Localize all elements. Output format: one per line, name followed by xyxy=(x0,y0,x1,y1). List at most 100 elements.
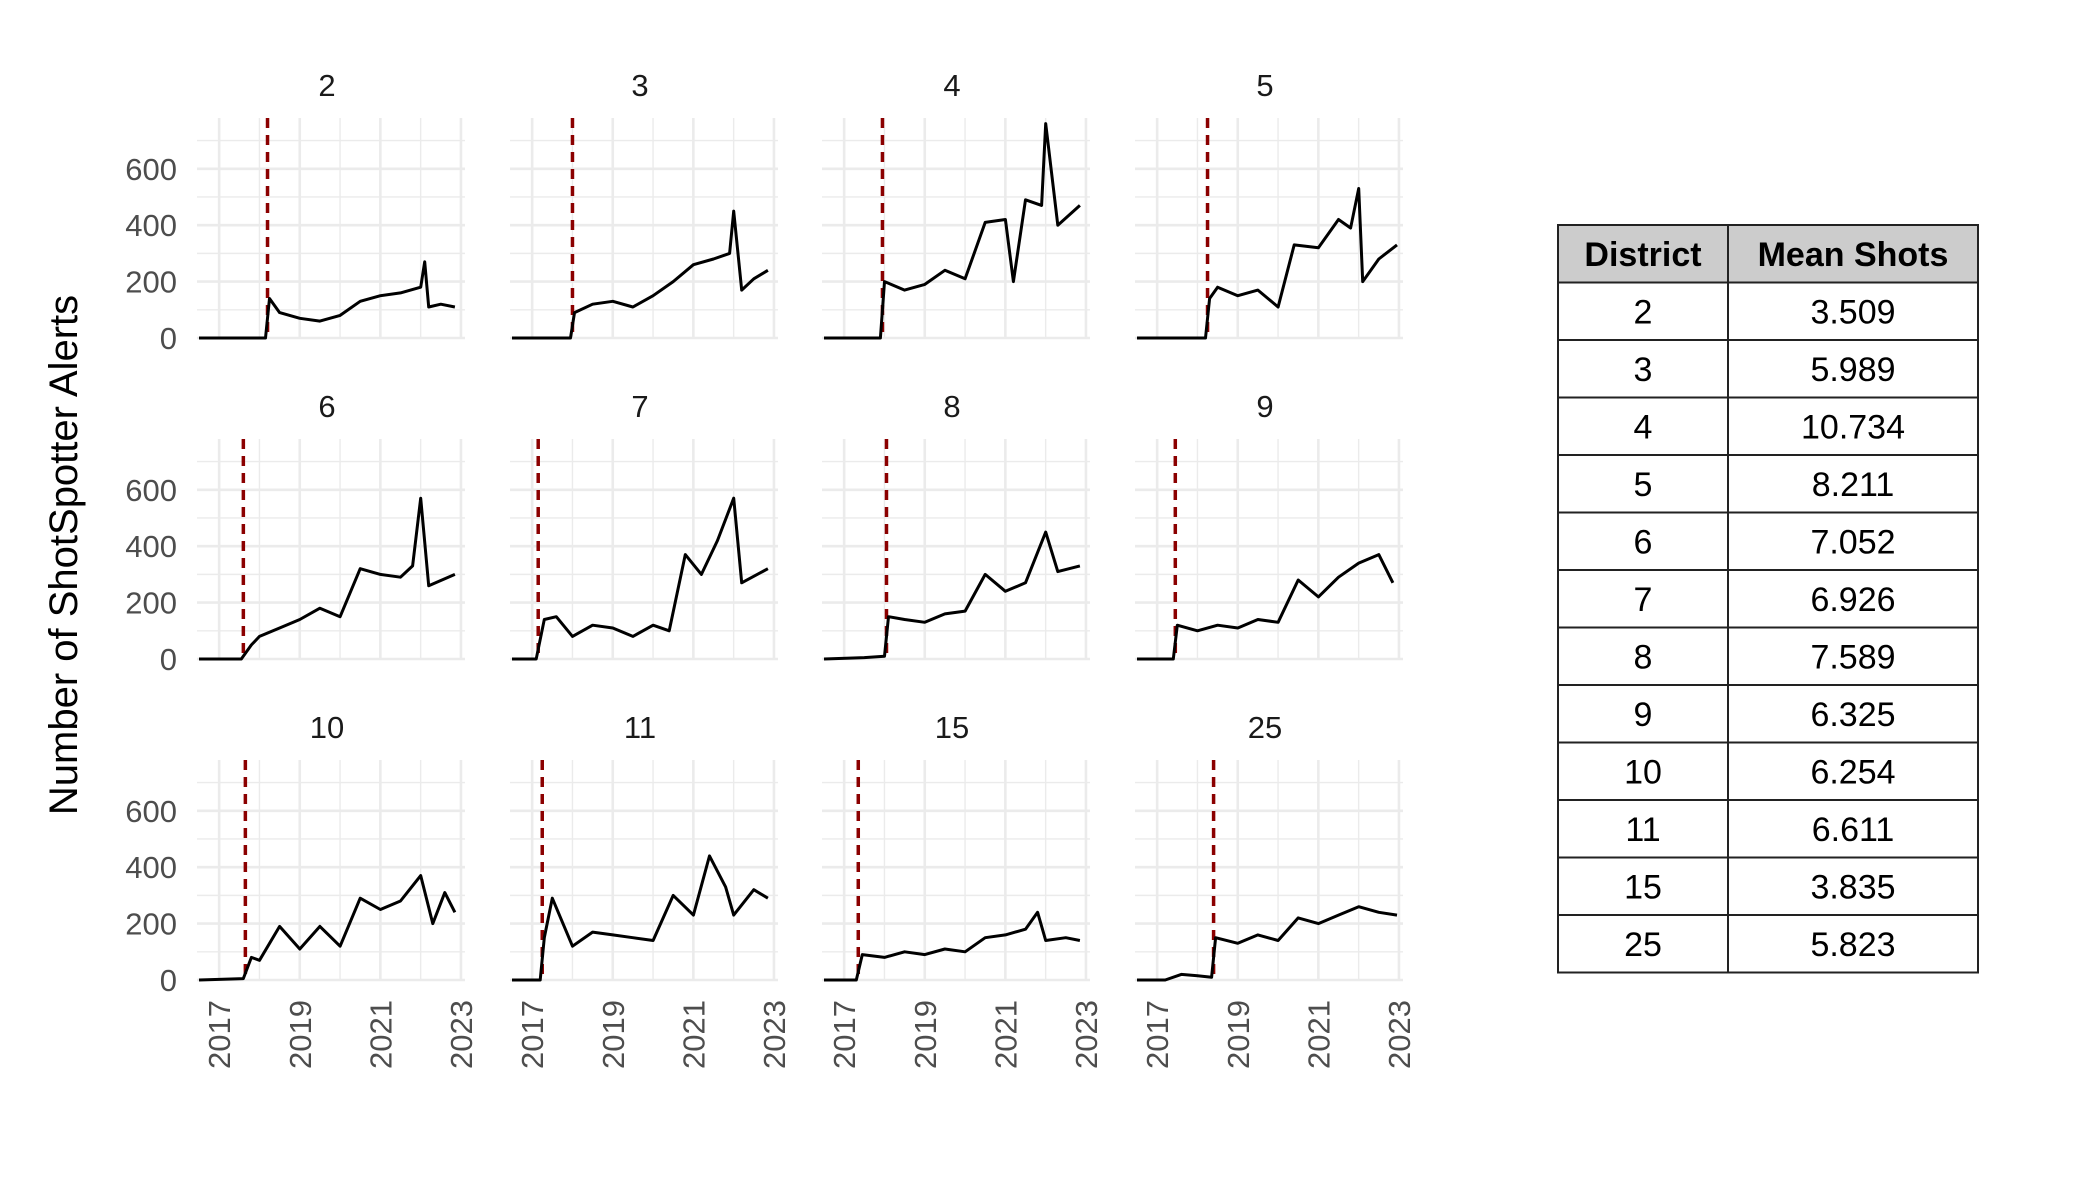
table-row: 8 7.589 xyxy=(1557,626,1979,686)
y-axis-label: Number of ShotSpotter Alerts xyxy=(42,295,86,815)
y-tick-label: 0 xyxy=(160,642,177,677)
district-value: 2 xyxy=(1634,293,1653,331)
y-tick-label: 200 xyxy=(125,586,177,621)
alerts-series-line xyxy=(512,854,769,982)
district-value: 25 xyxy=(1624,926,1662,964)
x-tick-label: 2023 xyxy=(444,1000,479,1069)
x-tick-label: 2021 xyxy=(988,1000,1023,1069)
district-value: 8 xyxy=(1634,638,1653,676)
alerts-series-line xyxy=(512,209,769,340)
y-tick-label: 400 xyxy=(125,529,177,564)
table-cell xyxy=(1727,626,1979,686)
x-tick-label: 2017 xyxy=(1140,1000,1175,1069)
table-cell xyxy=(1727,684,1979,744)
table-cell xyxy=(1557,799,1729,859)
table-cell xyxy=(1727,856,1979,916)
panel-title: 7 xyxy=(631,389,648,424)
mean-shots-value: 7.052 xyxy=(1810,523,1895,561)
facet-panel-district-7: 7 xyxy=(510,389,778,661)
panel-title: 15 xyxy=(935,710,969,745)
x-tick-label: 2023 xyxy=(1382,1000,1417,1069)
table-cell xyxy=(1727,396,1979,456)
x-tick-label: 2021 xyxy=(363,1000,398,1069)
panel-title: 3 xyxy=(631,68,648,103)
facet-panel-district-11: 11 2017 2019 2021 2023 xyxy=(510,710,792,1069)
table-cell xyxy=(1557,914,1729,974)
alerts-series-line xyxy=(1137,553,1395,661)
district-value: 10 xyxy=(1624,753,1662,791)
x-tick-label: 2019 xyxy=(908,1000,943,1069)
facet-panel-district-25: 25 2017 2019 2021 2023 xyxy=(1135,710,1417,1069)
mean-shots-value: 8.211 xyxy=(1812,466,1895,504)
panel-title: 8 xyxy=(943,389,960,424)
table-cell xyxy=(1727,914,1979,974)
facet-panel-district-2: 2 0 200 400 600 xyxy=(125,68,465,356)
table-cell xyxy=(1727,511,1979,571)
mean-shots-value: 3.835 xyxy=(1810,868,1895,906)
x-tick-label: 2017 xyxy=(827,1000,862,1069)
alerts-series-line xyxy=(824,910,1081,982)
facet-panel-district-9: 9 xyxy=(1135,389,1403,661)
district-value: 7 xyxy=(1634,581,1653,619)
y-tick-label: 600 xyxy=(125,152,177,187)
table-cell xyxy=(1727,799,1979,859)
alerts-series-line xyxy=(1137,905,1398,982)
panel-title: 25 xyxy=(1248,710,1282,745)
table-cell xyxy=(1727,281,1979,341)
table-cell xyxy=(1557,339,1729,399)
district-value: 9 xyxy=(1634,696,1653,734)
y-tick-label: 0 xyxy=(160,321,177,356)
mean-shots-value: 3.509 xyxy=(1810,293,1895,331)
panels-layer: 2 0 200 400 600 3 4 5 6 0 200 400 600 7 8 9 10 0 200 400 600… xyxy=(125,68,1417,1069)
alerts-series-line xyxy=(198,874,457,982)
mean-shots-value: 10.734 xyxy=(1801,408,1905,446)
panel-title: 6 xyxy=(318,389,335,424)
x-tick-label: 2023 xyxy=(1069,1000,1104,1069)
table-row: 15 3.835 xyxy=(1557,856,1979,916)
table-header-row: District Mean Shots xyxy=(1557,224,1979,284)
table-cell xyxy=(1557,741,1729,801)
x-tick-label: 2017 xyxy=(202,1000,237,1069)
y-tick-label: 200 xyxy=(125,265,177,300)
table-cell xyxy=(1557,511,1729,571)
facet-panel-district-8: 8 xyxy=(822,389,1090,661)
alerts-series-line xyxy=(199,260,456,340)
mean-shots-value: 6.325 xyxy=(1810,696,1895,734)
table-row: 4 10.734 xyxy=(1557,396,1979,456)
district-value: 4 xyxy=(1634,408,1653,446)
table-header-label: District xyxy=(1584,236,1701,274)
table-row: 11 6.611 xyxy=(1557,799,1979,859)
alerts-series-line xyxy=(199,496,456,661)
mean-shots-value: 5.823 xyxy=(1810,926,1895,964)
alerts-series-line xyxy=(1137,187,1398,340)
district-value: 11 xyxy=(1625,811,1660,849)
alerts-series-line xyxy=(823,530,1081,661)
table-row: 7 6.926 xyxy=(1557,569,1979,629)
facet-panel-district-10: 10 0 200 400 600 2017 2019 2021 2023 xyxy=(125,710,479,1069)
x-tick-label: 2019 xyxy=(1221,1000,1256,1069)
y-tick-label: 600 xyxy=(125,794,177,829)
mean-shots-value: 5.989 xyxy=(1810,351,1895,389)
table-cell xyxy=(1557,281,1729,341)
y-tick-label: 400 xyxy=(125,208,177,243)
x-tick-label: 2019 xyxy=(596,1000,631,1069)
mean-shots-value: 6.254 xyxy=(1810,753,1895,791)
district-value: 6 xyxy=(1634,523,1653,561)
table-row: 9 6.325 xyxy=(1557,684,1979,744)
y-tick-label: 0 xyxy=(160,963,177,998)
x-tick-label: 2021 xyxy=(1301,1000,1336,1069)
summary-table: District Mean Shots 2 3.509 3 5.989 4 10.734 5 8.… xyxy=(1557,224,1979,974)
x-tick-label: 2019 xyxy=(283,1000,318,1069)
alerts-series-line xyxy=(824,122,1081,340)
mean-shots-value: 6.926 xyxy=(1810,581,1895,619)
y-tick-label: 600 xyxy=(125,473,177,508)
x-tick-label: 2021 xyxy=(676,1000,711,1069)
x-tick-label: 2023 xyxy=(757,1000,792,1069)
panel-title: 2 xyxy=(318,68,335,103)
table-cell xyxy=(1557,454,1729,514)
table-header-label: Mean Shots xyxy=(1758,236,1949,274)
district-value: 3 xyxy=(1634,351,1653,389)
facet-panel-district-3: 3 xyxy=(510,68,778,340)
table-row: 5 8.211 xyxy=(1557,454,1979,514)
